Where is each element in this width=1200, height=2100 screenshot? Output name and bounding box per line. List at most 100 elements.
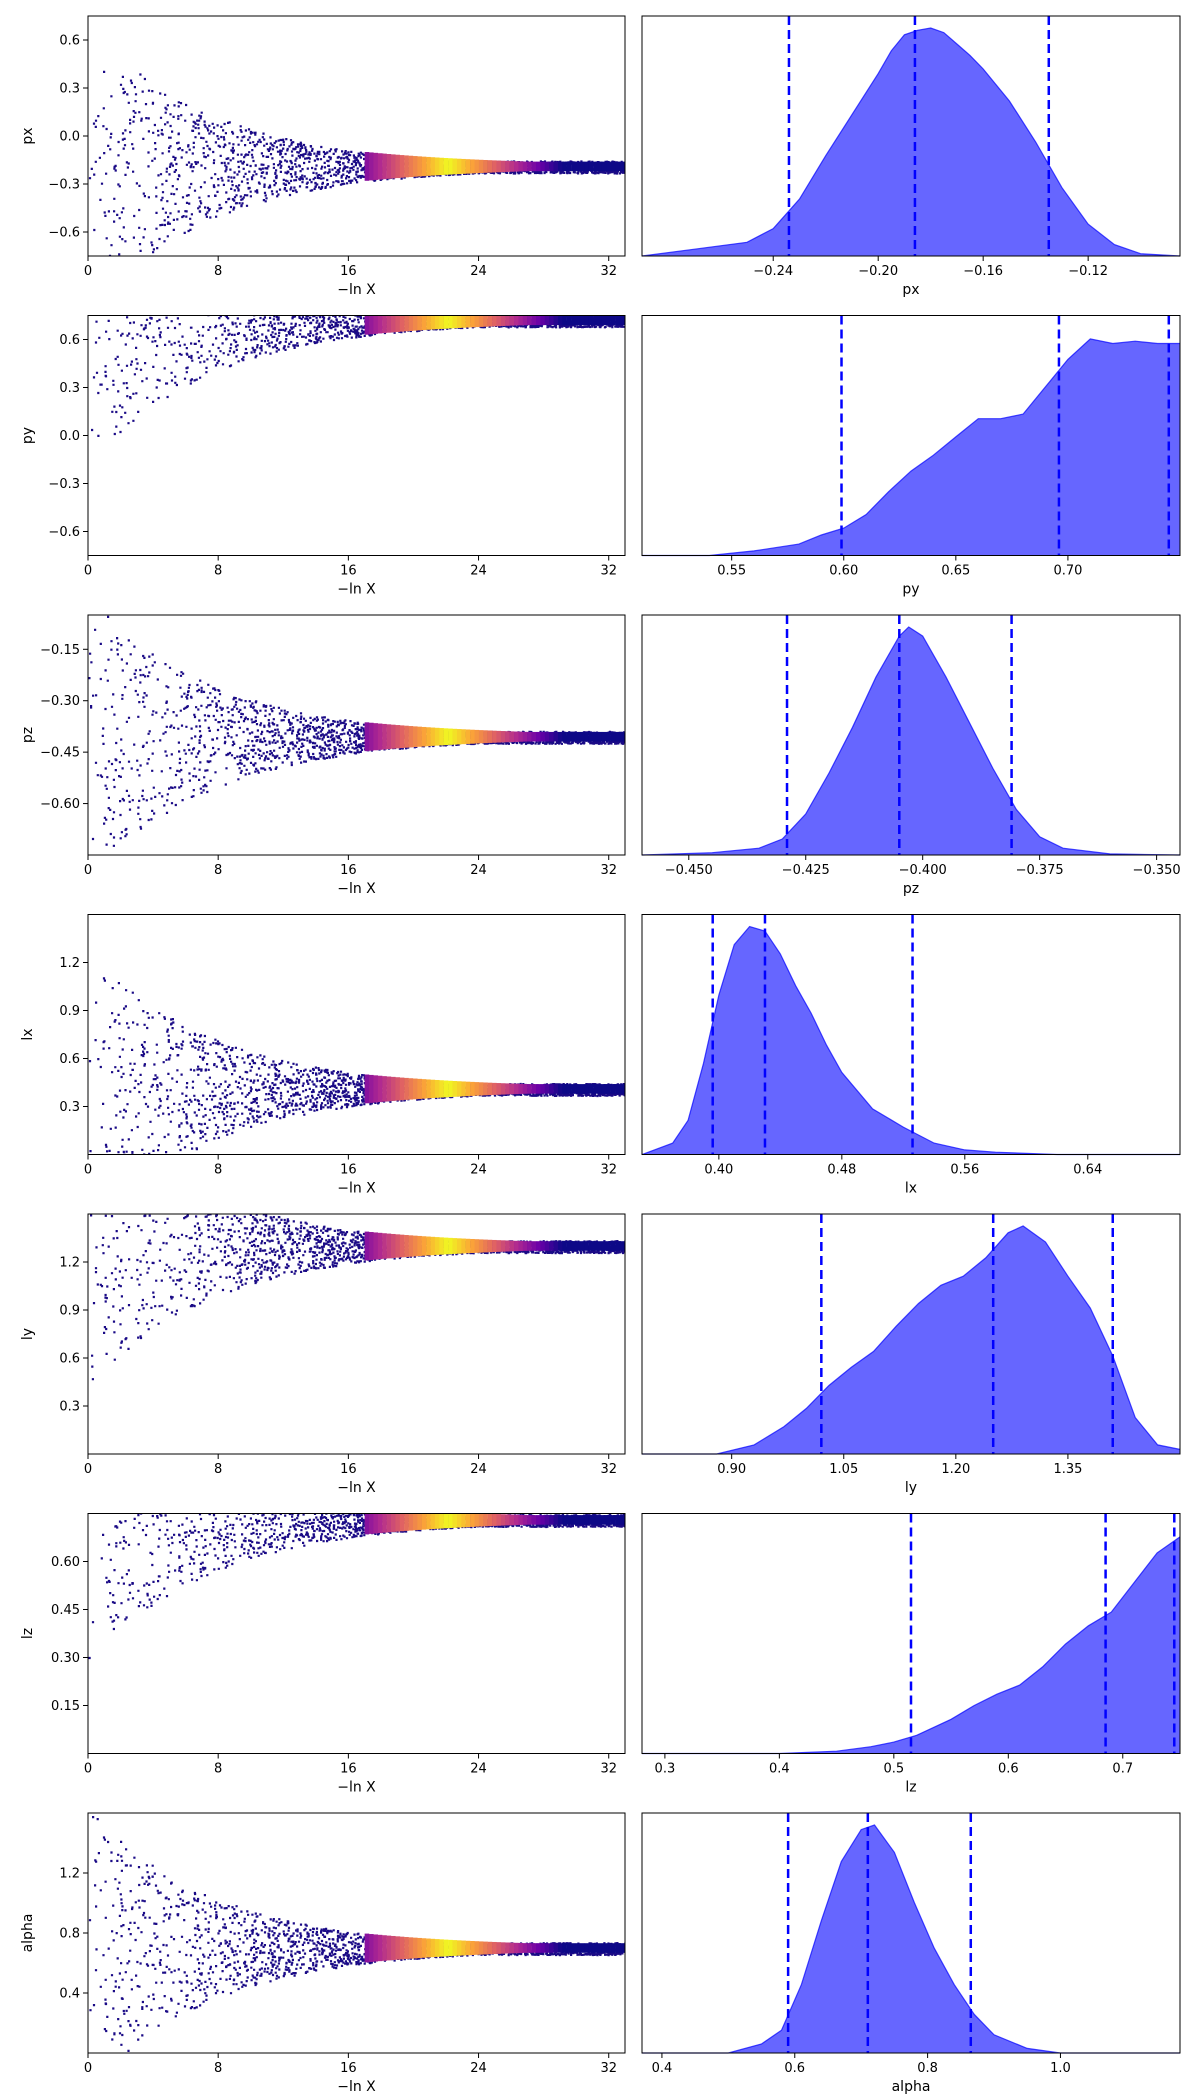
trace-band-segment xyxy=(623,1084,625,1094)
trace-band-segment xyxy=(421,726,427,747)
trace-xlabel: −ln X xyxy=(337,881,376,897)
trace-band-segment xyxy=(606,1515,611,1525)
posterior-xtick-label: −0.12 xyxy=(1068,264,1108,279)
trace-band-segment xyxy=(527,1943,532,1953)
trace-band-segment xyxy=(544,1943,550,1953)
trace-ytick-label: −0.6 xyxy=(48,525,80,540)
trace-band-segment xyxy=(619,1943,625,1953)
trace-band-segment xyxy=(456,1940,462,1956)
trace-scatter-points xyxy=(88,1816,625,2052)
trace-band-segment xyxy=(562,1241,567,1251)
posterior-xtick-label: 0.6 xyxy=(998,1762,1019,1777)
trace-ytick-label: 0.6 xyxy=(59,1352,80,1367)
trace-band-segment xyxy=(417,315,422,331)
trace-band-segment xyxy=(593,1515,598,1525)
trace-band-segment xyxy=(571,1943,576,1953)
trace-band-segment xyxy=(557,1241,563,1251)
trace-band-segment xyxy=(575,161,581,172)
trace-band-segment xyxy=(593,315,598,326)
trace-xtick-label: 32 xyxy=(600,564,617,579)
posterior-density-line xyxy=(641,27,1181,257)
trace-band-segment xyxy=(390,315,396,333)
trace-band-segment xyxy=(443,315,449,329)
trace-xtick-label: 0 xyxy=(84,2061,92,2076)
trace-band-segment xyxy=(399,1077,405,1101)
trace-band-segment xyxy=(421,1938,427,1958)
trace-band-segment xyxy=(382,153,387,180)
trace-band-segment xyxy=(601,161,607,172)
trace-band-segment xyxy=(566,731,572,742)
trace-band-segment xyxy=(404,155,409,178)
trace-band-segment xyxy=(474,315,480,328)
trace-band-segment xyxy=(557,731,563,742)
trace-band-segment xyxy=(575,1943,581,1953)
posterior-density-line xyxy=(641,626,1181,856)
trace-band-segment xyxy=(549,161,554,172)
trace-band-segment xyxy=(404,1077,409,1100)
trace-band-segment xyxy=(575,315,581,326)
trace-band-segment xyxy=(562,1084,567,1094)
trace-band-segment xyxy=(584,731,589,742)
trace-xtick-label: 32 xyxy=(600,863,617,878)
posterior-density-fill xyxy=(642,1536,1180,1754)
trace-xtick-label: 16 xyxy=(340,863,357,878)
trace-band-segment xyxy=(465,729,471,744)
trace-band-segment xyxy=(395,1513,400,1532)
trace-band-segment xyxy=(496,1083,502,1095)
trace-band-segment xyxy=(597,1943,603,1953)
trace-ytick-label: 0.15 xyxy=(51,1699,80,1714)
trace-band-segment xyxy=(505,1240,510,1252)
trace-band-segment xyxy=(584,1943,589,1953)
trace-band-segment xyxy=(505,1083,510,1095)
trace-band-segment xyxy=(623,1943,625,1953)
trace-band-segment xyxy=(531,1241,537,1251)
trace-band-segment xyxy=(505,160,510,172)
trace-band-segment xyxy=(518,161,524,172)
posterior-xtick-label: −0.450 xyxy=(665,863,713,878)
trace-xtick-label: 0 xyxy=(84,863,92,878)
trace-band-segment xyxy=(417,1078,422,1099)
trace-band-segment xyxy=(571,1515,576,1525)
trace-xtick-label: 24 xyxy=(470,1163,487,1178)
posterior-panel-lz: 0.3 0.4 0.5 0.6 0.7 lz xyxy=(641,1513,1181,1796)
trace-band-segment xyxy=(518,1083,524,1094)
trace-ytick-label: 0.45 xyxy=(51,1603,80,1618)
trace-band-segment xyxy=(593,731,598,742)
trace-xtick-label: 24 xyxy=(470,1462,487,1477)
trace-band-segment xyxy=(566,1515,572,1525)
trace-ytick-label: 1.2 xyxy=(59,956,80,971)
posterior-xtick-label: −0.20 xyxy=(858,264,898,279)
trace-band-segment xyxy=(500,1514,506,1526)
trace-band-segment xyxy=(373,1075,379,1103)
trace-band-segment xyxy=(540,161,545,172)
trace-band-segment xyxy=(575,1241,581,1251)
trace-points-low xyxy=(90,1214,625,1381)
trace-band-segment xyxy=(452,158,458,175)
trace-band-segment xyxy=(478,1082,484,1096)
trace-xtick-label: 0 xyxy=(84,264,92,279)
trace-band-segment xyxy=(584,1084,589,1094)
trace-ytick-label: 0.3 xyxy=(59,381,80,396)
trace-band-segment xyxy=(426,1079,431,1099)
trace-band-segment xyxy=(430,157,436,176)
trace-band-segment xyxy=(593,1943,598,1953)
trace-band-segment xyxy=(571,731,576,742)
posterior-xlabel: pz xyxy=(903,881,919,897)
trace-band-segment xyxy=(377,1934,383,1962)
trace-band-segment xyxy=(509,731,515,743)
trace-scatter-points xyxy=(88,1513,625,1660)
trace-band-segment xyxy=(452,728,458,745)
posterior-axes-frame xyxy=(641,1213,1181,1455)
posterior-xtick-label: 0.60 xyxy=(829,564,858,579)
posterior-xtick-label: −0.400 xyxy=(899,863,947,878)
trace-ytick-label: 0.0 xyxy=(59,130,80,145)
trace-band-segment xyxy=(390,1513,396,1532)
trace-ytick-label: 0.3 xyxy=(59,82,80,97)
trace-band-segment xyxy=(601,731,607,742)
trace-band-segment xyxy=(483,1239,488,1253)
trace-band-segment xyxy=(566,1084,572,1094)
trace-band-segment xyxy=(518,1240,524,1252)
trace-band-segment xyxy=(535,1943,541,1953)
trace-band-segment xyxy=(584,161,589,172)
trace-band-segment xyxy=(373,723,379,751)
